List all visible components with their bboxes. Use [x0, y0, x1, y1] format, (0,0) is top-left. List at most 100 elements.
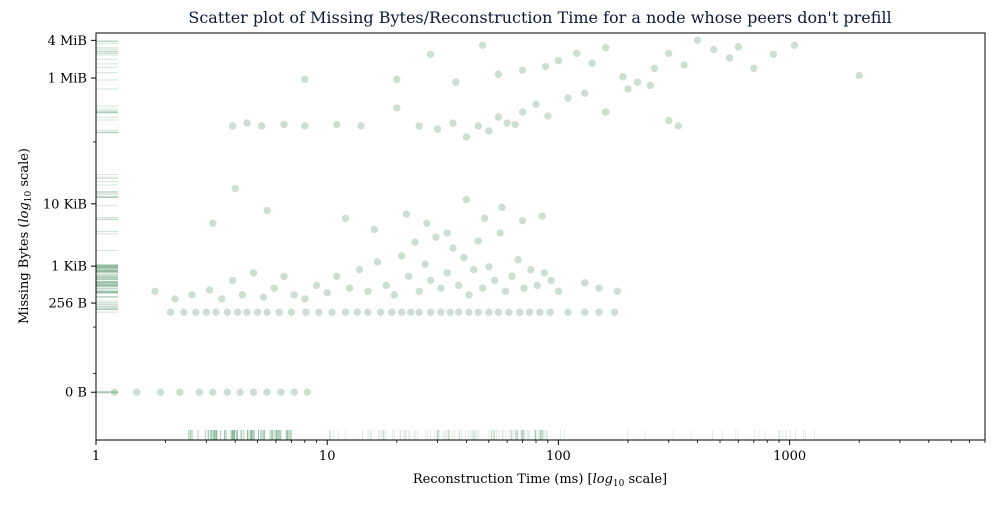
data-point [166, 307, 175, 317]
data-point [531, 99, 541, 109]
data-point [276, 387, 286, 397]
data-point [179, 307, 189, 317]
data-point [454, 281, 463, 290]
data-points [110, 36, 864, 397]
x-rug [188, 430, 815, 440]
data-point [402, 209, 411, 219]
data-point [469, 265, 478, 274]
data-point [563, 307, 573, 317]
data-point [473, 307, 483, 317]
data-point [749, 64, 759, 73]
y-tick-label: 10 KiB [43, 197, 87, 212]
data-point [594, 283, 604, 293]
data-point [262, 206, 272, 215]
data-point [156, 387, 165, 397]
data-point [633, 77, 642, 87]
data-point [462, 195, 471, 204]
data-point [397, 251, 407, 261]
data-point [322, 288, 332, 297]
data-point [650, 64, 659, 73]
data-point [223, 307, 232, 317]
data-point [646, 81, 655, 90]
y-tick-label: 0 B [65, 386, 87, 401]
axes: 1 10 100 1000 0 B 256 B 1 KiB 10 KiB 1 MiB 4 MiB [43, 32, 986, 464]
data-point [494, 70, 503, 79]
data-point [414, 286, 424, 296]
data-point [442, 228, 452, 238]
x-tick-label: 100 [546, 449, 571, 464]
data-point [314, 307, 324, 317]
data-point [262, 307, 272, 317]
data-point [545, 307, 555, 317]
data-point [478, 40, 487, 50]
data-point [269, 283, 279, 293]
data-point [259, 292, 268, 302]
chart-title: Scatter plot of Missing Bytes/Reconstruc… [188, 8, 891, 27]
data-point [693, 36, 702, 45]
data-point [543, 111, 553, 121]
data-point [387, 307, 396, 317]
data-point [464, 307, 474, 317]
data-point [580, 278, 590, 288]
data-point [546, 276, 556, 285]
data-point [454, 307, 463, 317]
data-point [495, 228, 505, 238]
data-point [462, 132, 471, 142]
x-tick-label: 10 [319, 449, 336, 464]
data-point [300, 121, 310, 131]
y-rug [96, 40, 118, 394]
x-axis-label: Reconstruction Time (ms) [log10 scale] [413, 472, 667, 489]
data-point [370, 225, 379, 234]
data-point [580, 88, 590, 98]
data-point [233, 307, 242, 317]
data-point [510, 120, 520, 129]
data-point [235, 387, 245, 397]
data-point [484, 307, 494, 317]
data-point [709, 45, 719, 54]
data-point [150, 286, 160, 296]
data-point [392, 103, 402, 113]
data-point [734, 42, 743, 52]
data-point [332, 120, 342, 129]
data-point [664, 49, 674, 58]
data-point [238, 290, 247, 300]
data-point [211, 307, 221, 317]
data-point [580, 307, 590, 317]
axes-frame [95, 32, 986, 441]
data-point [554, 56, 563, 65]
data-point [768, 50, 778, 59]
data-point [594, 307, 604, 317]
data-point [725, 53, 734, 63]
data-point [518, 65, 527, 75]
data-point [613, 286, 622, 296]
data-point [110, 387, 119, 397]
data-point [300, 294, 310, 304]
data-point [572, 49, 582, 58]
data-point [389, 290, 399, 300]
data-point [478, 283, 487, 293]
data-point [525, 307, 534, 317]
data-point [537, 211, 547, 221]
data-point [363, 286, 373, 296]
data-point [289, 290, 299, 300]
data-point [249, 268, 258, 278]
data-point [673, 121, 683, 131]
data-point [518, 216, 527, 225]
data-point [480, 214, 490, 223]
data-point [249, 387, 258, 397]
data-point [257, 121, 266, 131]
data-point [253, 307, 262, 317]
data-point [790, 40, 799, 50]
data-point [494, 307, 503, 317]
data-point [664, 116, 674, 125]
data-point [410, 237, 420, 247]
plot-area [96, 33, 985, 440]
data-point [132, 387, 142, 397]
data-point [341, 214, 350, 223]
data-point [404, 272, 413, 281]
data-point [230, 184, 240, 193]
data-point [242, 307, 252, 317]
data-point [332, 272, 342, 281]
data-point [376, 307, 385, 317]
data-point [327, 307, 337, 317]
